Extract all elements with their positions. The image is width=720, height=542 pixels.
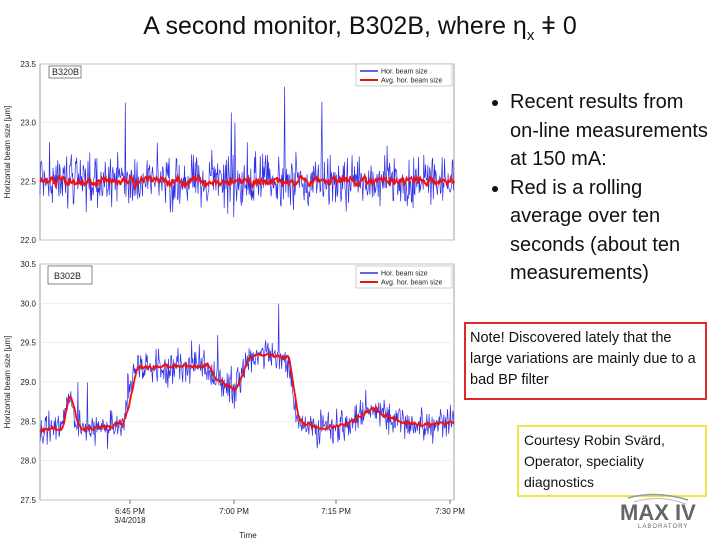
- maxiv-logo: MAX IV LABORATORY: [620, 493, 696, 530]
- credit-box: Courtesy Robin Svärd, Operator, speciali…: [517, 425, 707, 497]
- y-tick-label: 28.5: [20, 417, 36, 426]
- y-tick-label: 27.5: [20, 496, 36, 505]
- x-tick-label: 3/4/2018: [114, 516, 146, 525]
- bottom-legend-avg-label: Avg. hor. beam size: [381, 280, 442, 287]
- svg-text:MAX IV: MAX IV: [620, 500, 696, 525]
- bottom-xlabel: Time: [239, 531, 257, 540]
- y-tick-label: 30.5: [20, 260, 36, 269]
- series-line-avg: [39, 352, 455, 435]
- x-tick-label: 6:45 PM: [115, 507, 145, 516]
- note-box: Note! Discovered lately that the large v…: [464, 322, 707, 400]
- slide-title: A second monitor, B302B, where ηx ǂ 0: [143, 12, 577, 44]
- series-line-avg: [39, 172, 455, 191]
- y-tick-label: 22.0: [20, 236, 36, 245]
- chart-bottom: 30.5 30.0 29.5 29.0 28.5 28.0 27.5 6:45 PM3/4/…: [3, 260, 465, 540]
- y-tick-label: 23.0: [20, 119, 36, 128]
- bottom-panel-label-box: [47, 265, 93, 285]
- bullet-item: Recent results from on-line measurements…: [510, 88, 716, 174]
- bottom-panel-label: B302B: [54, 271, 81, 281]
- y-tick-label: 29.5: [20, 339, 36, 348]
- y-tick-label: 22.5: [20, 177, 36, 186]
- y-tick-label: 23.5: [20, 60, 36, 69]
- top-panel-label: B320B: [52, 67, 79, 77]
- bullet-list: Recent results from on-line measurements…: [486, 88, 716, 288]
- bullet-item: Red is a rolling average over ten second…: [510, 174, 716, 288]
- x-tick-label: 7:15 PM: [321, 507, 351, 516]
- y-tick-label: 30.0: [20, 299, 36, 308]
- chart-top: 23.5 23.0 22.5 22.0 Horizontal beam size [μ…: [3, 60, 455, 245]
- top-legend-raw-label: Hor. beam size: [381, 69, 428, 76]
- bottom-legend: [355, 265, 453, 289]
- x-tick-label: 7:00 PM: [219, 507, 249, 516]
- top-panel-label-box: [48, 65, 82, 79]
- y-tick-label: 28.0: [20, 457, 36, 466]
- y-tick-label: 29.0: [20, 378, 36, 387]
- beam-size-charts: 23.5 23.0 22.5 22.0 Horizontal beam size [μ…: [3, 60, 465, 540]
- top-ylabel: Horizontal beam size [μm]: [3, 106, 12, 199]
- svg-text:LABORATORY: LABORATORY: [638, 524, 688, 530]
- x-tick-label: 7:30 PM: [435, 507, 465, 516]
- top-legend-avg-label: Avg. hor. beam size: [381, 78, 442, 85]
- bottom-legend-raw-label: Hor. beam size: [381, 271, 428, 278]
- top-legend: [355, 63, 453, 87]
- bottom-ylabel: Horizontal beam size [μm]: [3, 336, 12, 429]
